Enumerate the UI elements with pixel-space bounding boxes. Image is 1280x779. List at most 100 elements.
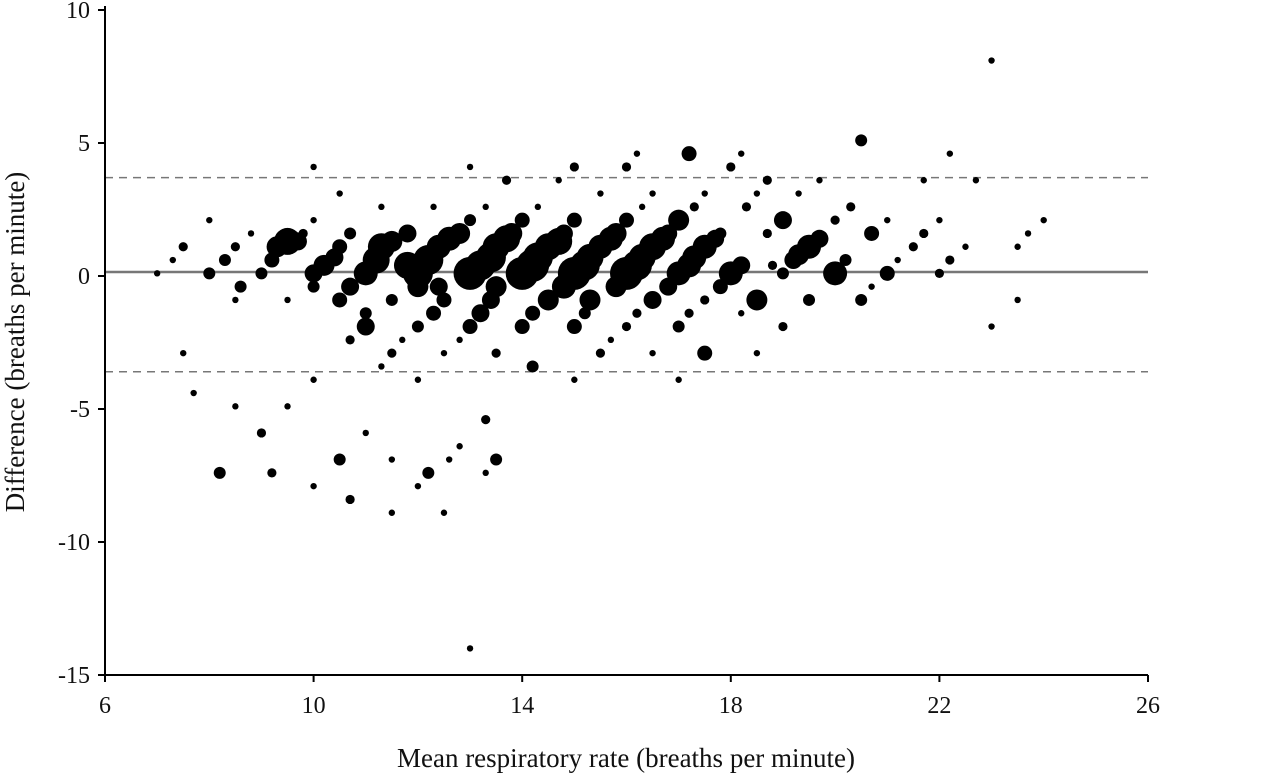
data-point [988,57,995,64]
data-point [700,295,710,305]
data-points [153,57,1047,652]
data-point [753,190,761,197]
data-point [333,453,346,466]
data-point [555,177,562,184]
data-point [153,270,161,277]
data-point [988,323,995,330]
data-point [697,345,713,361]
data-point [298,228,308,239]
data-point [256,428,267,438]
data-point [387,348,397,358]
data-point [385,293,398,306]
x-tick-label: 18 [719,693,743,719]
data-point [429,277,448,296]
data-point [445,456,453,463]
y-tick-label: -5 [70,397,90,423]
data-point [203,267,216,280]
data-point [597,190,604,197]
x-tick-label: 10 [302,693,326,719]
data-point [234,280,247,293]
x-tick-label: 6 [99,693,111,719]
data-point [919,228,929,239]
data-point [525,305,541,321]
data-point [621,162,632,172]
data-point [619,212,634,228]
data-point [684,308,694,318]
data-point [336,190,343,197]
data-point [414,482,422,490]
data-point [356,317,375,336]
data-point [823,261,848,286]
data-point [255,267,268,280]
data-point [398,224,417,243]
data-point [776,267,789,280]
y-tick-label: 5 [78,131,90,157]
data-point [537,289,559,311]
x-ticks: 6 10 14 18 22 26 [99,675,1160,719]
data-point [307,280,320,293]
data-point [675,376,682,383]
data-point [605,222,627,244]
axes [104,6,1148,676]
data-point [526,360,539,373]
data-point [566,212,582,228]
data-point [449,222,471,244]
data-point [643,290,662,309]
data-point [359,307,372,320]
data-point [310,163,317,171]
data-point [595,348,606,358]
data-point [1024,230,1032,237]
data-point [284,296,291,304]
data-point [466,645,474,652]
data-point [471,304,490,323]
data-point [714,227,727,240]
data-point [607,336,615,344]
data-point [773,211,792,230]
data-point [810,229,829,248]
data-point [378,203,385,211]
data-point [668,209,690,231]
data-point [462,319,478,335]
data-point [920,177,927,184]
data-point [213,466,226,479]
data-point [632,308,642,318]
data-point [621,321,632,332]
data-point [426,305,442,321]
y-tick-label: -10 [58,530,90,556]
data-point [830,215,840,225]
data-point [501,222,523,244]
data-point [310,376,317,383]
data-point [571,376,578,383]
data-point [230,242,240,252]
data-point [946,150,954,157]
data-point [534,203,542,211]
data-point [381,230,403,252]
data-point [440,509,448,516]
data-point [767,260,778,270]
data-point [491,348,501,358]
data-point [726,162,736,172]
data-point [659,224,678,243]
data-point [638,203,646,211]
data-point [485,276,507,298]
data-point [816,177,823,184]
data-point [908,242,918,252]
data-point [310,216,317,224]
data-point [206,216,213,224]
data-point [247,230,255,237]
data-point [466,163,474,171]
data-point [855,293,868,306]
data-point [218,254,231,267]
data-point [436,292,452,308]
data-point [962,243,969,250]
data-point [341,277,360,296]
data-point [284,403,291,410]
data-point [738,150,745,157]
data-point [440,349,448,357]
data-point [232,296,239,304]
data-point [741,202,752,212]
data-point [1014,296,1021,304]
data-point [332,292,348,308]
data-point [795,190,802,197]
